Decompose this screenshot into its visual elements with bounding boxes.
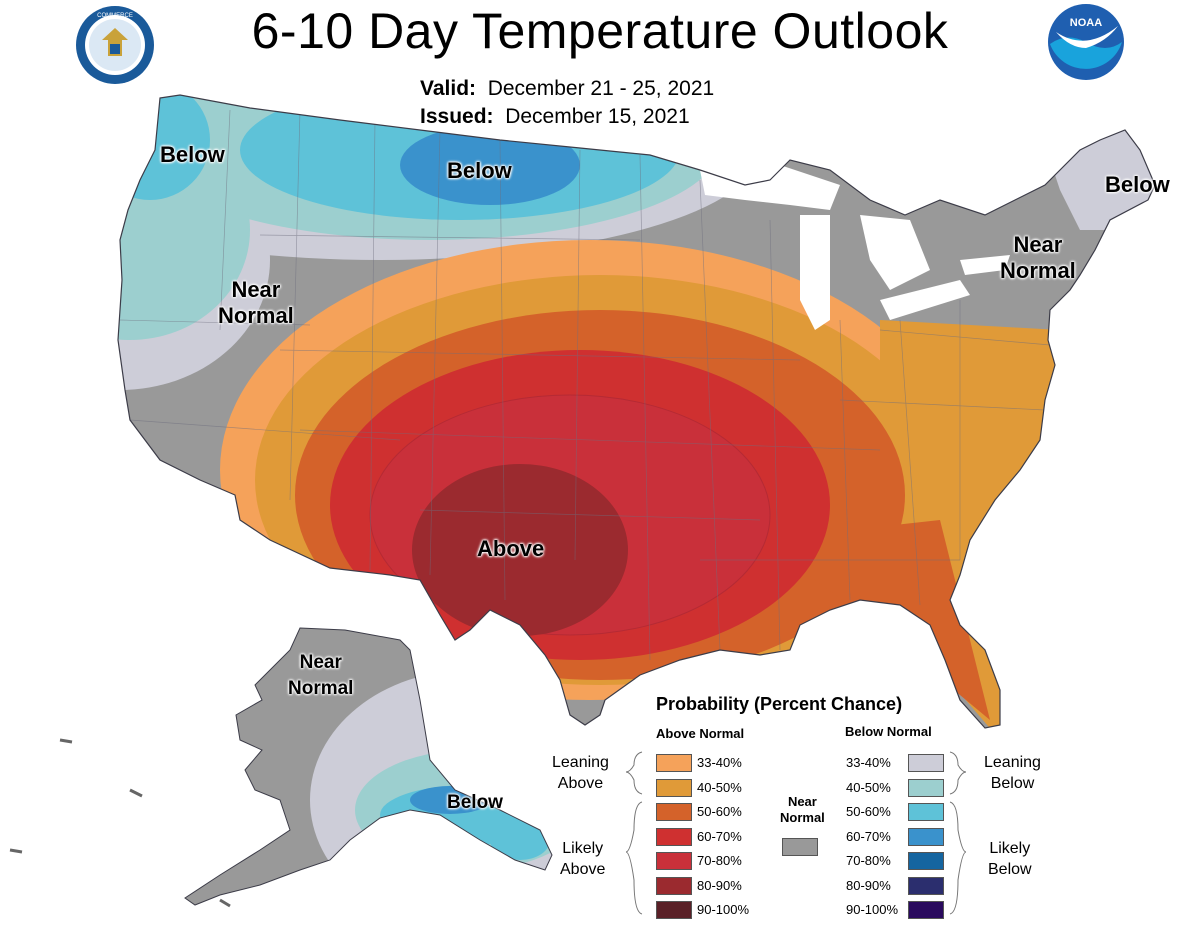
label-near-west-line2: Normal bbox=[218, 303, 294, 328]
legend-brackets bbox=[625, 751, 967, 915]
valid-dates: December 21 - 25, 2021 bbox=[487, 77, 715, 100]
state-boundaries bbox=[119, 109, 1051, 661]
legend-leaning-below-line1: Leaning bbox=[984, 754, 1041, 771]
legend-likely-below-line2: Below bbox=[988, 861, 1032, 878]
legend-leaning-above: Leaning Above bbox=[552, 752, 609, 794]
svg-text:NOAA: NOAA bbox=[1070, 17, 1102, 29]
below-60-70-north bbox=[400, 125, 580, 205]
label-below-alaska: Below bbox=[447, 792, 503, 813]
legend-above-swatch bbox=[656, 852, 692, 870]
legend-above-range: 40-50% bbox=[697, 779, 742, 795]
legend-likely-below: Likely Below bbox=[988, 838, 1032, 880]
label-below-northeast: Below bbox=[1105, 172, 1170, 197]
lake-huron bbox=[860, 215, 930, 290]
legend-near-normal-line2: Normal bbox=[780, 810, 825, 825]
legend-above-swatch bbox=[656, 827, 692, 846]
label-near-west-line1: Near bbox=[231, 277, 281, 302]
legend-above-swatch bbox=[656, 778, 692, 797]
alaska-islands bbox=[9, 738, 231, 908]
legend-below-range: 50-60% bbox=[846, 804, 891, 819]
legend-below-swatch bbox=[908, 901, 944, 919]
legend-below-range: 70-80% bbox=[846, 853, 891, 868]
legend-above-range: 33-40% bbox=[697, 755, 742, 770]
page-title: 6-10 Day Temperature Outlook bbox=[251, 3, 949, 59]
ak-panhandle-below bbox=[490, 820, 550, 860]
legend-likely-above-line1: Likely bbox=[562, 840, 604, 857]
legend-below-swatch bbox=[908, 754, 944, 772]
label-below-northwest: Below bbox=[160, 142, 225, 167]
legend-near-normal-swatch bbox=[782, 838, 818, 856]
label-near-normal-alaska: Near Normal bbox=[288, 650, 353, 702]
legend-leaning-below-line2: Below bbox=[990, 775, 1035, 792]
alaska-outline bbox=[184, 627, 553, 906]
legend-title: Probability (Percent Chance) bbox=[656, 694, 903, 714]
legend-near-normal-label: Near Normal bbox=[780, 794, 825, 826]
legend-likely-above-line2: Above bbox=[560, 861, 606, 878]
legend-below-swatch bbox=[908, 778, 944, 797]
svg-text:COMMERCE: COMMERCE bbox=[97, 13, 133, 19]
lake-erie bbox=[880, 280, 970, 320]
label-above-south: Above bbox=[477, 536, 545, 561]
legend-leaning-below: Leaning Below bbox=[984, 752, 1041, 794]
legend-below-swatch bbox=[908, 827, 944, 846]
label-near-normal-northeast: Near Normal bbox=[1000, 232, 1076, 284]
legend-above-swatch bbox=[656, 901, 692, 919]
below-50-60-nw bbox=[118, 95, 210, 200]
legend-below-range: 90-100% bbox=[846, 902, 899, 917]
lake-ontario bbox=[960, 255, 1010, 275]
label-near-ne-line1: Near bbox=[1013, 232, 1063, 257]
legend-above-range: 60-70% bbox=[697, 828, 742, 844]
conus-outline bbox=[117, 94, 1156, 729]
label-near-ne-line2: Normal bbox=[1000, 258, 1076, 283]
legend-above-range: 70-80% bbox=[697, 853, 742, 868]
legend-below-swatch bbox=[908, 876, 944, 895]
label-near-normal-west: Near Normal bbox=[218, 277, 294, 329]
noaa-logo-icon: NOAA bbox=[1046, 2, 1126, 82]
legend-below-swatch bbox=[908, 803, 944, 821]
legend-near-normal-line1: Near bbox=[787, 794, 817, 809]
legend-likely-above: Likely Above bbox=[560, 838, 605, 880]
label-near-ak-line2: Normal bbox=[288, 678, 354, 699]
lake-michigan bbox=[800, 215, 830, 330]
label-below-north: Below bbox=[447, 158, 512, 183]
legend-below-range: 40-50% bbox=[846, 779, 891, 795]
legend-above-range: 90-100% bbox=[697, 902, 750, 917]
date-info: Valid: December 21 - 25, 2021 Issued: De… bbox=[420, 75, 714, 131]
legend-below-range: 60-70% bbox=[846, 828, 891, 844]
commerce-seal-icon: COMMERCE bbox=[74, 4, 156, 86]
legend-above-swatch bbox=[656, 754, 692, 772]
legend-below-range: 33-40% bbox=[846, 755, 891, 770]
label-near-ak-line1: Near bbox=[299, 652, 342, 673]
legend-above-head: Above Normal bbox=[656, 726, 745, 741]
valid-label: Valid: bbox=[420, 77, 477, 100]
issued-date: December 15, 2021 bbox=[505, 105, 690, 128]
legend-below-range: 80-90% bbox=[846, 877, 891, 893]
legend-above-swatch bbox=[656, 803, 692, 821]
legend-leaning-above-line2: Above bbox=[557, 775, 604, 792]
legend-below-head: Below Normal bbox=[845, 724, 932, 739]
legend-above-range: 50-60% bbox=[697, 804, 742, 819]
legend-below-swatch bbox=[908, 852, 944, 870]
issued-label: Issued: bbox=[420, 105, 494, 128]
above-80-90 bbox=[412, 464, 628, 636]
legend-above-range: 80-90% bbox=[697, 877, 742, 893]
legend-likely-below-line1: Likely bbox=[989, 840, 1031, 857]
legend-above-swatch bbox=[656, 876, 692, 895]
legend-leaning-above-line1: Leaning bbox=[552, 754, 609, 771]
